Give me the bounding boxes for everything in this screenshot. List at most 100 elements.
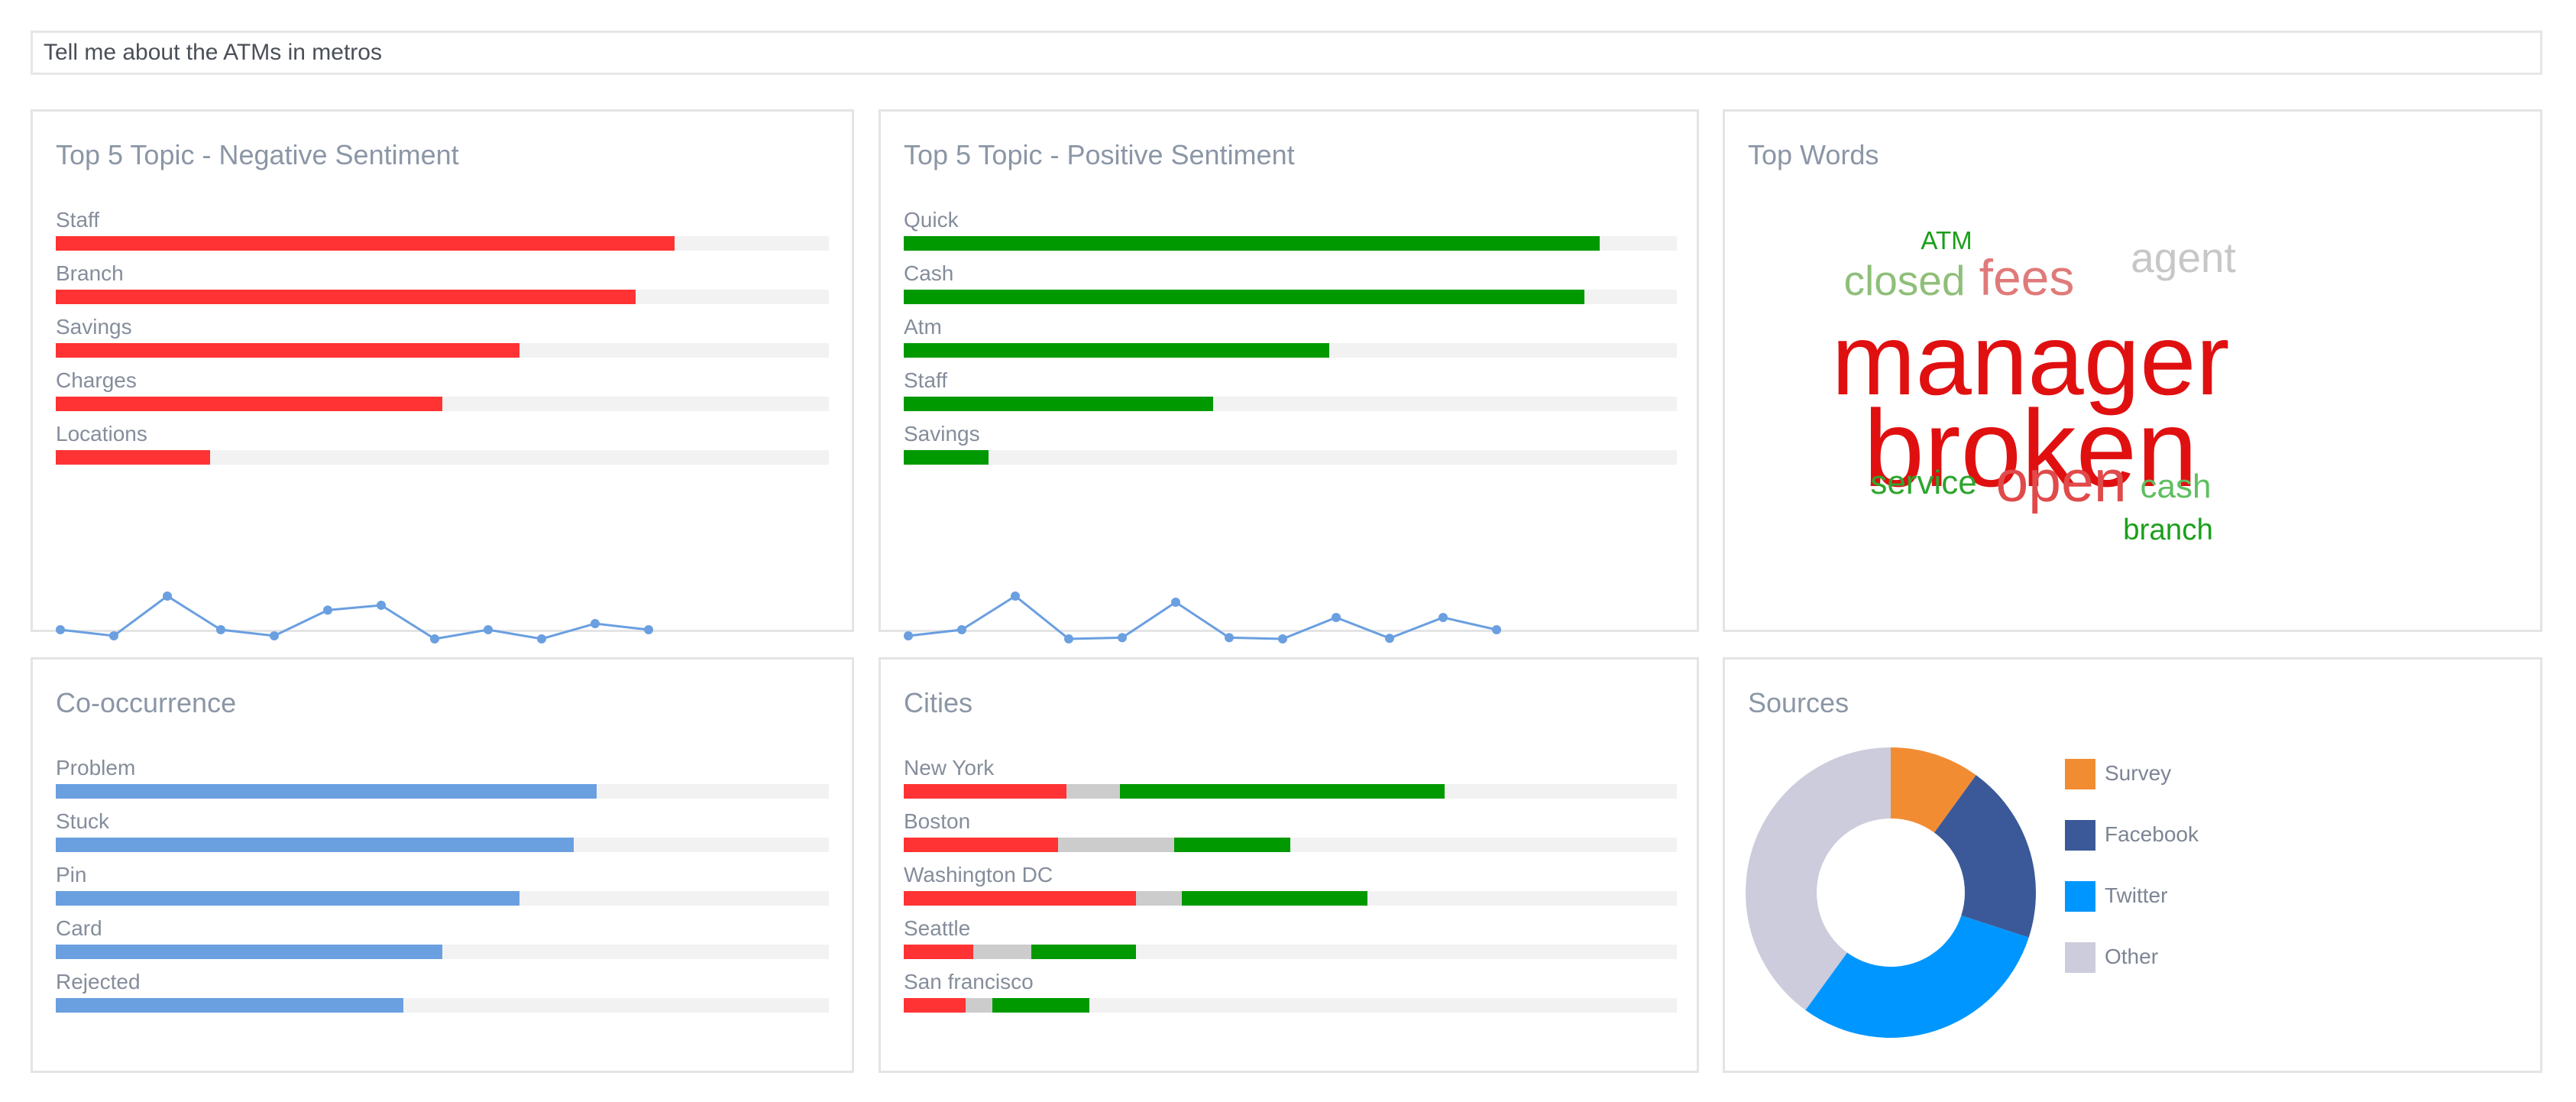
sparkline-point	[957, 625, 966, 634]
bar-label: Seattle	[904, 916, 971, 940]
legend-swatch	[2065, 881, 2095, 912]
bar-label: New York	[904, 756, 995, 780]
sparkline-point	[430, 634, 439, 643]
bar-track	[56, 998, 829, 1013]
sparkline-point	[1225, 633, 1234, 643]
panel-title: Top 5 Topic - Positive Sentiment	[904, 139, 1295, 170]
bar-row: Atm	[904, 314, 1677, 368]
positive-sentiment-sparkline	[904, 592, 1501, 643]
sparkline-point	[644, 625, 653, 634]
bar-label: Pin	[56, 863, 87, 886]
panel-title: Cities	[904, 687, 973, 718]
sparkline-point	[1438, 613, 1448, 622]
bar-row: Boston	[904, 809, 1677, 862]
bar-track	[904, 343, 1677, 358]
sparkline-line	[908, 595, 1497, 640]
sparkline-point	[537, 634, 546, 643]
word-cloud-word: agent	[2131, 234, 2236, 281]
bar-track	[904, 236, 1677, 251]
bar-row: Stuck	[56, 809, 829, 862]
bar	[904, 290, 1584, 304]
legend-label: Twitter	[2105, 883, 2168, 907]
bar-segment	[904, 784, 1066, 799]
sparkline-line	[60, 595, 649, 640]
bar-row: New York	[904, 755, 1677, 809]
bar-track	[904, 891, 1677, 906]
word-cloud-word: fees	[1979, 249, 2075, 306]
bar	[904, 343, 1329, 358]
sources-panel: Sources Survey Facebook Twitter Other	[1723, 657, 2542, 1073]
donut-slice-survey	[1891, 747, 1976, 833]
bar	[56, 784, 597, 799]
bar	[56, 450, 211, 465]
bar-row: Branch	[56, 261, 829, 314]
bar-track	[56, 945, 829, 959]
bar-label: Washington DC	[904, 863, 1053, 886]
panel-title: Sources	[1748, 687, 1849, 718]
legend-swatch	[2065, 820, 2095, 851]
bar-label: Quick	[904, 208, 959, 232]
bar-label: Charges	[56, 368, 137, 392]
bar-row: Washington DC	[904, 862, 1677, 916]
bar-segment	[965, 998, 993, 1013]
bar-row: Staff	[904, 368, 1677, 421]
panel-title: Top 5 Topic - Negative Sentiment	[56, 139, 459, 170]
sparkline-point	[904, 631, 913, 640]
bar-label: Staff	[56, 208, 100, 232]
sparkline-point	[591, 619, 600, 628]
sparkline-point	[1492, 625, 1501, 634]
bar-track	[904, 450, 1677, 465]
bar-label: Boston	[904, 809, 971, 833]
bar-segment	[904, 838, 1059, 852]
bar-row: Cash	[904, 261, 1677, 314]
legend-label: Facebook	[2105, 822, 2199, 846]
co-occurrence-bars: Problem Stuck Pin Card Rejected	[56, 755, 829, 1023]
bar	[56, 891, 520, 906]
bar-segment	[1058, 838, 1175, 852]
bar-track	[56, 343, 829, 358]
sparkline-point	[270, 631, 279, 640]
bar-track	[904, 945, 1677, 959]
negative-sentiment-sparkline	[56, 592, 653, 643]
donut-slice-twitter	[1805, 915, 2029, 1038]
bar-label: Branch	[56, 261, 124, 285]
bar-row: Seattle	[904, 916, 1677, 969]
word-cloud-word: cash	[2141, 468, 2212, 505]
sparkline-point	[109, 631, 118, 640]
bar	[56, 290, 636, 304]
bar-label: Stuck	[56, 809, 110, 833]
sparkline-point	[1118, 633, 1127, 643]
bar-track	[56, 784, 829, 799]
bar-segment	[1066, 784, 1121, 799]
bar-row: Savings	[904, 421, 1677, 475]
positive-sentiment-panel: Top 5 Topic - Positive Sentiment Quick Ca…	[879, 109, 1699, 643]
bar	[56, 397, 442, 411]
bar-segment	[904, 945, 974, 959]
donut-slice-facebook	[1934, 775, 2036, 938]
bar-row: Charges	[56, 368, 829, 421]
bar-segment	[1135, 891, 1183, 906]
cities-panel: Cities New York Boston Washington DC Seattl…	[879, 657, 1699, 1073]
bar-track	[904, 397, 1677, 411]
sparkline-point	[323, 605, 332, 615]
bar-label: Atm	[904, 315, 942, 339]
bar	[56, 945, 442, 959]
legend-label: Survey	[2105, 761, 2172, 785]
bar-row: Pin	[56, 862, 829, 916]
bar-track	[904, 290, 1677, 304]
search-query-input[interactable]: Tell me about the ATMs in metros	[31, 31, 2542, 75]
sparkline-point	[1278, 634, 1287, 643]
sources-donut-chart	[1746, 747, 2036, 1038]
legend-swatch	[2065, 759, 2095, 789]
bar-row: Card	[56, 916, 829, 969]
sparkline-point	[56, 625, 65, 634]
positive-sentiment-bars: Quick Cash Atm Staff Savings	[904, 207, 1677, 475]
sparkline-point	[1011, 592, 1020, 601]
sparkline-point	[377, 601, 386, 610]
word-cloud-word: ATM	[1921, 226, 1972, 254]
sparkline-point	[1171, 598, 1180, 607]
word-cloud-word: branch	[2123, 514, 2213, 546]
bar	[904, 236, 1600, 251]
bar-row: Savings	[56, 314, 829, 368]
word-cloud-word: service	[1870, 464, 1976, 501]
